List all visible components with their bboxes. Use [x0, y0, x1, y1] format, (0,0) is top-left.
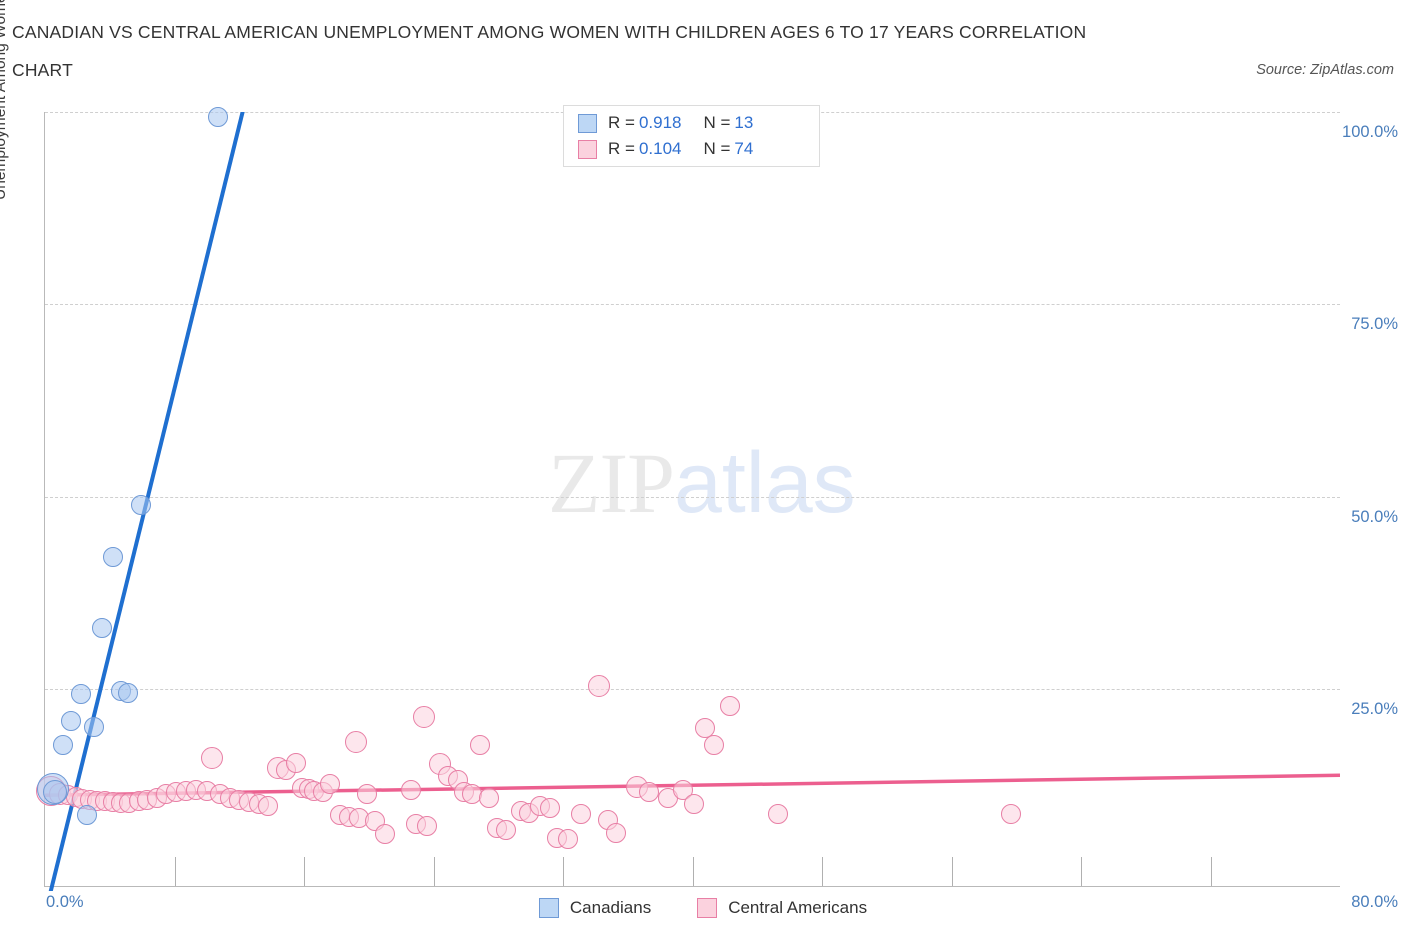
data-point-pink[interactable] — [695, 717, 716, 738]
x-axis-tick — [822, 857, 823, 886]
legend-swatch-canadians-icon — [538, 898, 559, 918]
x-axis-tick — [1210, 857, 1212, 886]
r-label-canadians: R = — [608, 113, 635, 132]
data-point-pink[interactable] — [478, 787, 499, 808]
y-axis-title: Unemployment Among Women with Children A… — [0, 0, 10, 200]
x-axis-min-label: 0.0% — [46, 893, 84, 911]
data-point-pink[interactable] — [357, 783, 378, 804]
data-point-pink[interactable] — [400, 779, 421, 800]
n-value-canadians: 13 — [734, 113, 754, 132]
r-label-central-americans: R = — [608, 139, 635, 158]
x-axis-tick — [692, 857, 694, 886]
y-axis-label-250: 25.0% — [1351, 699, 1398, 718]
correlation-row-canadians: R = 0.918 N = 13 — [578, 110, 819, 136]
chart-header: CANADIAN VS CENTRAL AMERICAN UNEMPLOYMEN… — [0, 0, 1406, 96]
gridline-500 — [45, 496, 1340, 498]
y-axis-label-1000: 100.0% — [1342, 123, 1398, 141]
series-legend: Canadians Central Americans — [0, 886, 1406, 930]
data-point-blue[interactable] — [117, 682, 138, 703]
data-point-pink[interactable] — [412, 705, 435, 728]
data-point-pink[interactable] — [703, 734, 724, 755]
source-label: Source: ZipAtlas.com — [1256, 62, 1394, 78]
data-point-pink[interactable] — [319, 774, 340, 795]
data-point-pink[interactable] — [570, 804, 591, 825]
x-axis-max-label: 80.0% — [1351, 893, 1398, 911]
legend-label-canadians: Canadians — [569, 898, 652, 917]
scatter-plot-area — [45, 112, 1340, 886]
data-point-blue[interactable] — [130, 495, 151, 516]
x-axis-line — [44, 886, 1340, 887]
n-label-central-americans: N = — [703, 139, 731, 158]
r-value-central-americans: 0.104 — [638, 139, 682, 158]
data-point-pink[interactable] — [768, 803, 789, 824]
data-point-pink[interactable] — [1001, 803, 1022, 824]
x-axis-tick — [563, 857, 564, 886]
data-point-pink[interactable] — [540, 798, 561, 819]
page-title-line1: CANADIAN VS CENTRAL AMERICAN UNEMPLOYMEN… — [12, 22, 1087, 42]
y-axis-line — [44, 112, 45, 886]
x-axis-tick — [951, 857, 953, 886]
data-point-blue[interactable] — [60, 711, 81, 732]
data-point-pink[interactable] — [606, 822, 627, 843]
gridline-750 — [45, 304, 1340, 306]
data-point-blue[interactable] — [52, 734, 73, 755]
correlation-legend: R = 0.918 N = 13 R = 0.104 N = 74 — [563, 105, 820, 167]
x-axis-tick — [433, 857, 435, 886]
legend-item-canadians[interactable]: Canadians — [538, 898, 652, 918]
n-label-canadians: N = — [703, 113, 731, 132]
data-point-pink[interactable] — [285, 752, 306, 773]
data-point-pink[interactable] — [638, 782, 659, 803]
data-point-pink[interactable] — [344, 731, 367, 754]
data-point-blue[interactable] — [42, 780, 67, 805]
data-point-blue[interactable] — [83, 716, 104, 737]
data-point-blue[interactable] — [70, 683, 91, 704]
data-point-pink[interactable] — [258, 796, 279, 817]
legend-item-central-americans[interactable]: Central Americans — [697, 898, 867, 918]
swatch-canadians-icon — [578, 113, 597, 133]
data-point-pink[interactable] — [417, 816, 438, 837]
y-axis-label-750: 75.0% — [1351, 315, 1398, 334]
legend-label-central-americans: Central Americans — [728, 898, 868, 917]
y-axis-label-500: 50.0% — [1351, 507, 1398, 526]
data-point-pink[interactable] — [719, 696, 740, 717]
data-point-pink[interactable] — [470, 734, 491, 755]
x-axis-tick — [304, 857, 305, 886]
data-point-blue[interactable] — [208, 107, 229, 127]
legend-swatch-central-americans-icon — [697, 898, 718, 918]
x-axis-tick — [1081, 857, 1082, 886]
data-point-blue[interactable] — [91, 618, 112, 639]
data-point-pink[interactable] — [557, 829, 578, 850]
data-point-pink[interactable] — [374, 824, 395, 845]
r-value-canadians: 0.918 — [638, 113, 682, 132]
data-point-pink[interactable] — [200, 747, 223, 770]
page-title-line2: CHART — [12, 60, 73, 80]
data-point-blue[interactable] — [77, 805, 98, 826]
n-value-central-americans: 74 — [734, 139, 754, 158]
gridline-250 — [45, 688, 1340, 690]
data-point-pink[interactable] — [684, 793, 705, 814]
swatch-central-americans-icon — [578, 139, 597, 159]
data-point-pink[interactable] — [496, 819, 517, 840]
correlation-row-central-americans: R = 0.104 N = 74 — [578, 136, 819, 162]
x-axis-tick — [174, 857, 176, 886]
data-point-blue[interactable] — [102, 546, 123, 567]
data-point-pink[interactable] — [587, 675, 610, 698]
